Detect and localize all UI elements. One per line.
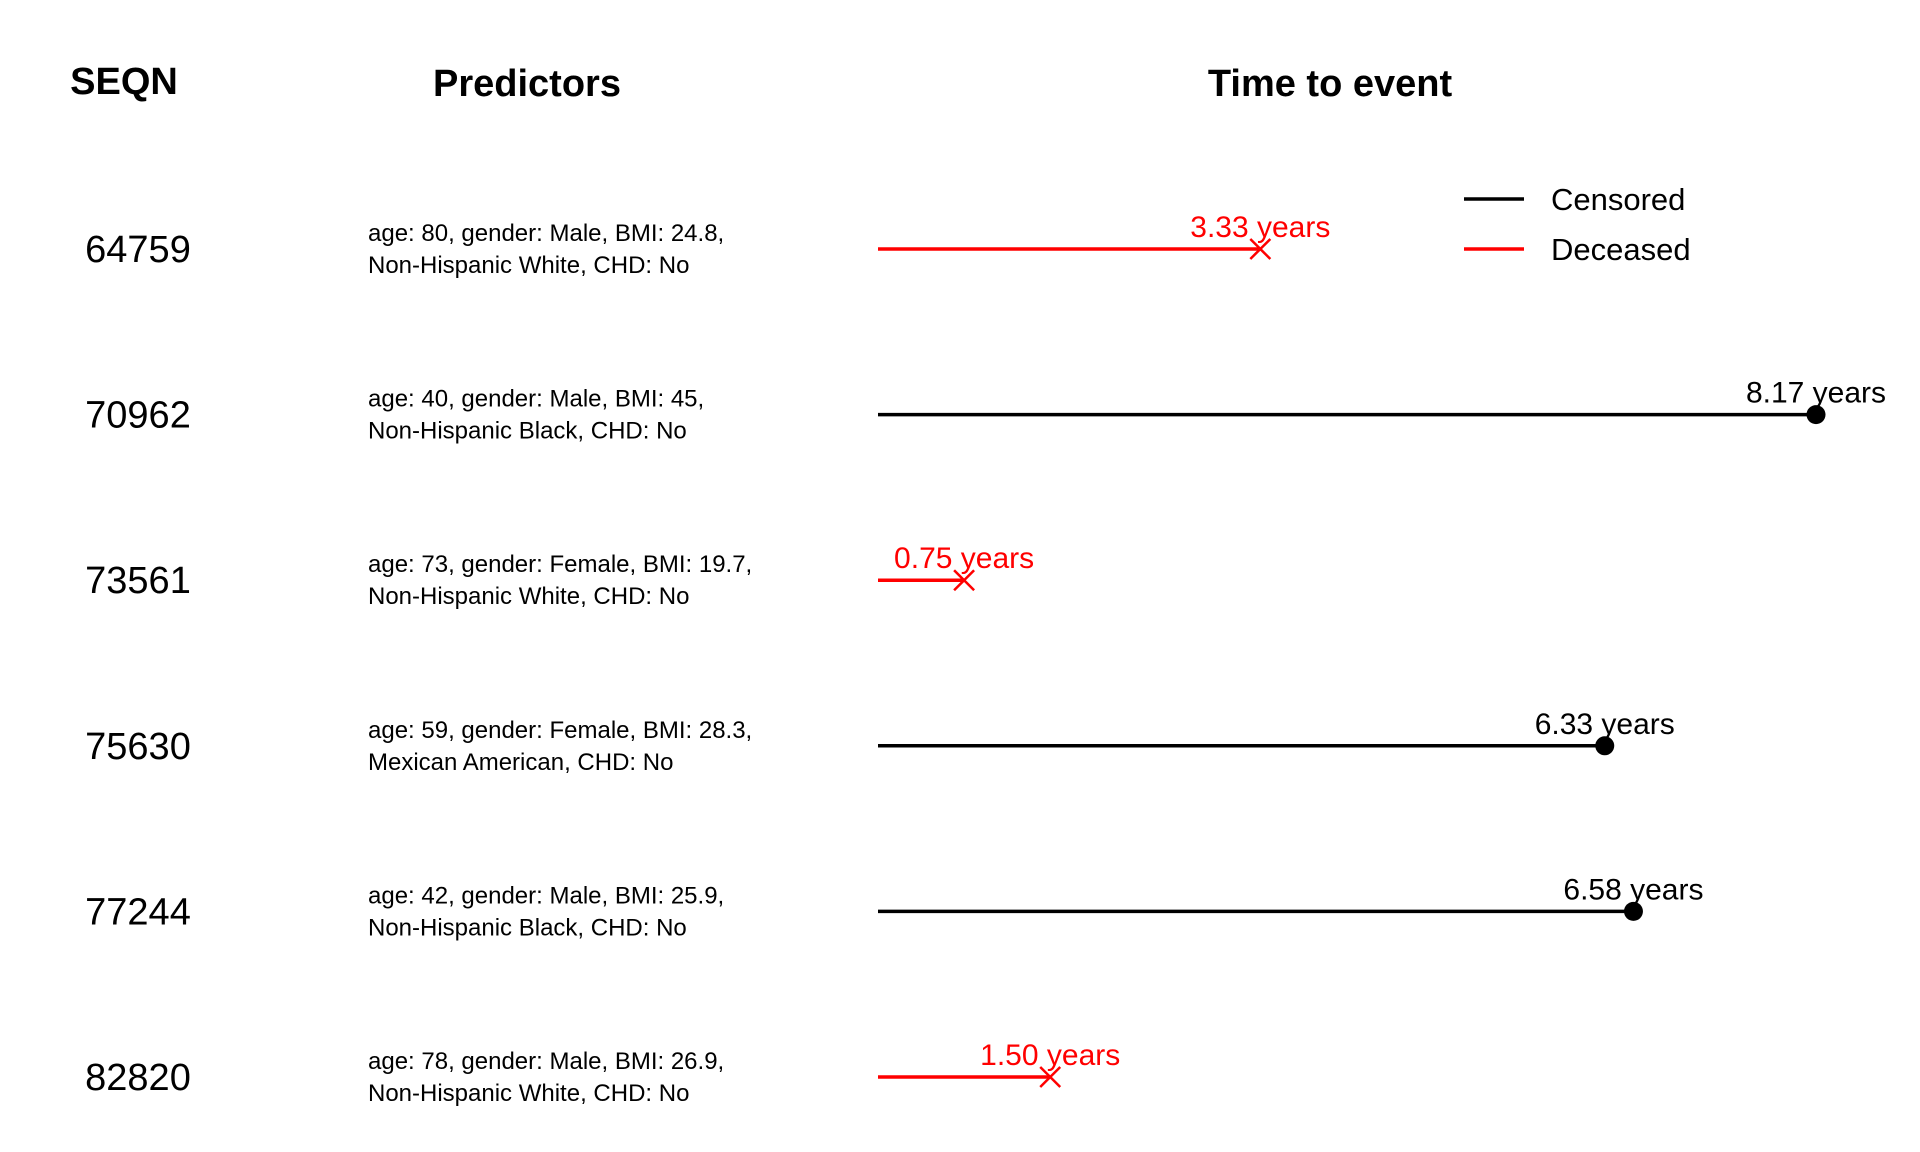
- subject-row: 70962 age: 40, gender: Male, BMI: 45, Non-…: [85, 377, 1886, 445]
- time-label: 6.58 years: [1563, 873, 1703, 906]
- seqn-column-header: SEQN: [70, 61, 178, 103]
- predictor-text-line2: Non-Hispanic Black, CHD: No: [368, 914, 687, 941]
- seqn-label: 70962: [85, 395, 191, 437]
- predictor-text-line1: age: 73, gender: Female, BMI: 19.7,: [368, 551, 752, 578]
- subject-row: 82820 age: 78, gender: Male, BMI: 26.9, No…: [85, 1039, 1120, 1107]
- death-marker: [1039, 1066, 1062, 1088]
- subject-row: 64759 age: 80, gender: Male, BMI: 24.8, No…: [85, 211, 1330, 279]
- time-label: 0.75 years: [894, 542, 1034, 575]
- subject-row: 77244 age: 42, gender: Male, BMI: 25.9, No…: [85, 873, 1703, 941]
- predictor-text-line2: Mexican American, CHD: No: [368, 749, 673, 776]
- censor-marker: [1806, 405, 1826, 425]
- censor-marker: [1595, 736, 1615, 756]
- seqn-label: 73561: [85, 560, 191, 602]
- death-marker: [953, 569, 975, 592]
- legend-deceased-label: Deceased: [1551, 232, 1691, 267]
- predictor-text-line2: Non-Hispanic White, CHD: No: [368, 583, 689, 610]
- time-label: 8.17 years: [1746, 377, 1886, 410]
- death-marker: [1249, 238, 1272, 260]
- time-to-event-column-header: Time to event: [1208, 63, 1453, 105]
- predictors-column-header: Predictors: [433, 63, 621, 105]
- time-label: 6.33 years: [1535, 708, 1675, 741]
- censor-marker: [1623, 901, 1643, 921]
- time-label: 3.33 years: [1190, 211, 1330, 244]
- seqn-label: 82820: [85, 1057, 191, 1099]
- legend-censored-label: Censored: [1551, 182, 1685, 217]
- predictor-text-line1: age: 78, gender: Male, BMI: 26.9,: [368, 1048, 724, 1075]
- predictor-text-line1: age: 40, gender: Male, BMI: 45,: [368, 386, 704, 413]
- legend: Censored Deceased: [1464, 182, 1691, 267]
- predictor-text-line1: age: 80, gender: Male, BMI: 24.8,: [368, 220, 724, 247]
- predictor-text-line2: Non-Hispanic Black, CHD: No: [368, 418, 687, 445]
- predictor-text-line2: Non-Hispanic White, CHD: No: [368, 252, 689, 279]
- predictor-text-line1: age: 42, gender: Male, BMI: 25.9,: [368, 882, 724, 909]
- time-label: 1.50 years: [980, 1039, 1120, 1072]
- seqn-label: 64759: [85, 229, 191, 271]
- subject-rows: 64759 age: 80, gender: Male, BMI: 24.8, No…: [85, 211, 1886, 1107]
- subject-row: 75630 age: 59, gender: Female, BMI: 28.3,…: [85, 708, 1675, 776]
- subject-row: 73561 age: 73, gender: Female, BMI: 19.7,…: [85, 542, 1034, 610]
- seqn-label: 75630: [85, 726, 191, 768]
- seqn-label: 77244: [85, 891, 191, 933]
- predictor-text-line1: age: 59, gender: Female, BMI: 28.3,: [368, 717, 752, 744]
- predictor-text-line2: Non-Hispanic White, CHD: No: [368, 1080, 689, 1107]
